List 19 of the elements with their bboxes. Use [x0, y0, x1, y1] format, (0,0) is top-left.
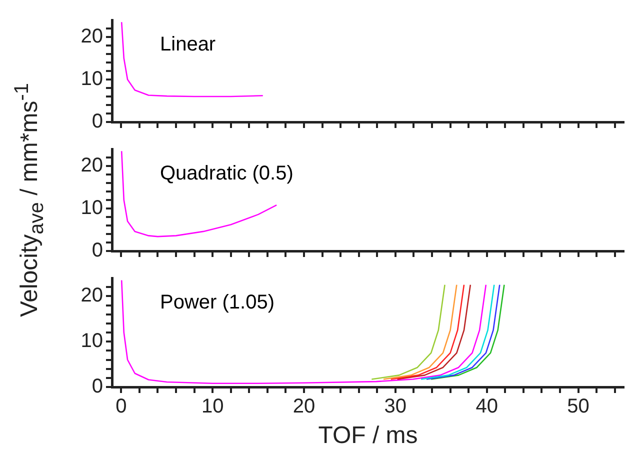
y-tick-label: 10 [80, 197, 103, 220]
y-tick-label: 10 [80, 68, 103, 90]
x-tick-label: 40 [476, 396, 498, 418]
x-tick-label: 20 [292, 396, 316, 418]
y-tick-label: 20 [80, 284, 103, 307]
x-tick-label: 0 [116, 396, 127, 418]
x-tick-label: 50 [567, 396, 590, 418]
y-tick-label: 0 [92, 376, 103, 398]
annotation: Linear [160, 34, 216, 56]
x-tick-label: 30 [384, 396, 407, 418]
annotation: Quadratic (0.5) [160, 162, 294, 185]
x-axis-title: TOF / ms [318, 422, 418, 450]
annotation: Power (1.05) [160, 292, 274, 314]
y-tick-label: 0 [92, 110, 103, 133]
y-tick-label: 0 [92, 240, 103, 262]
x-tick-label: 10 [201, 396, 224, 418]
y-tick-label: 10 [80, 330, 103, 352]
y-tick-label: 20 [80, 26, 103, 48]
y-tick-label: 20 [80, 154, 103, 177]
